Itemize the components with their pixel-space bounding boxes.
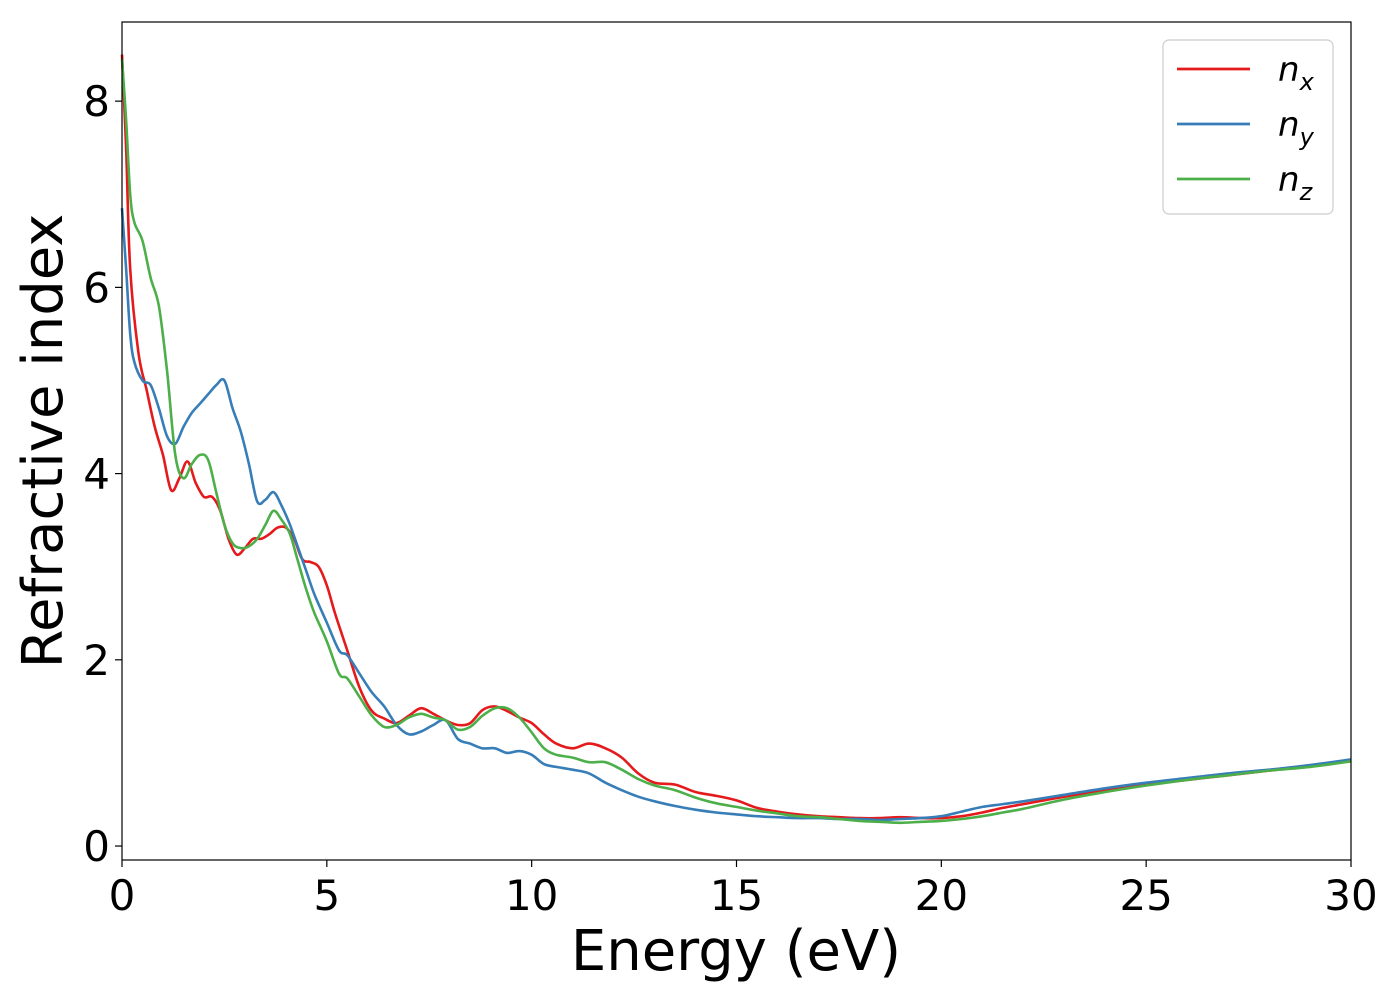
- y-tick-label: 0: [83, 822, 110, 871]
- y-tick-label: 2: [83, 636, 110, 685]
- legend-label-ny: ny: [1278, 105, 1315, 151]
- x-tick-label: 5: [313, 871, 340, 920]
- y-tick-label: 8: [83, 77, 110, 126]
- x-axis-title: Energy (eV): [571, 919, 901, 984]
- x-tick-label: 0: [109, 871, 136, 920]
- y-axis-title: Refractive index: [11, 214, 76, 669]
- series-line-ny: [120, 208, 1352, 822]
- legend-label-nz: nz: [1278, 160, 1314, 206]
- legend-frame: [1162, 39, 1334, 215]
- legend: nx ny nz: [1162, 39, 1334, 215]
- series-layer: [120, 54, 1352, 825]
- y-tick-label: 6: [83, 263, 110, 312]
- x-axis: 0 5 10 15 20 25 30: [109, 860, 1378, 920]
- x-tick-label: 15: [710, 871, 763, 920]
- x-tick-label: 30: [1324, 871, 1377, 920]
- legend-label-nx: nx: [1278, 50, 1315, 96]
- x-tick-label: 25: [1119, 871, 1172, 920]
- series-line-nz: [120, 59, 1352, 825]
- x-tick-label: 10: [505, 871, 558, 920]
- x-tick-label: 20: [915, 871, 968, 920]
- y-axis: 0 2 4 6 8: [83, 77, 122, 871]
- y-tick-label: 4: [83, 450, 110, 499]
